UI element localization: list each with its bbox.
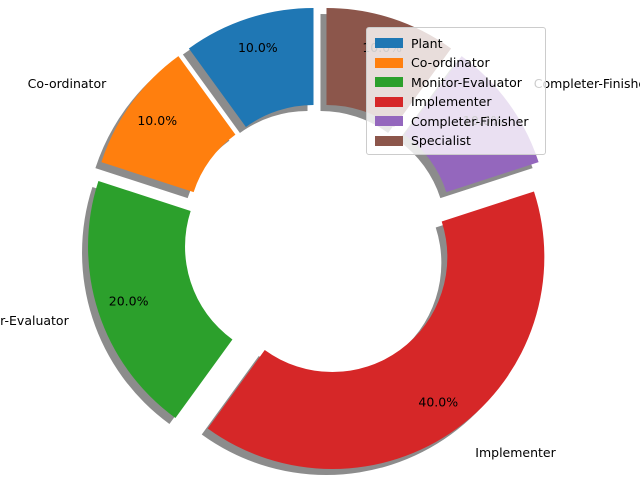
percent-label-co-ordinator: 10.0% xyxy=(137,113,177,128)
legend-label: Plant xyxy=(411,35,443,51)
legend-label: Co-ordinator xyxy=(411,55,490,70)
legend: Plant Co-ordinator Monitor-Evaluator Implem… xyxy=(366,27,546,155)
percent-label-implementer: 40.0% xyxy=(418,394,458,409)
legend-label: Completer-Finisher xyxy=(411,113,529,129)
legend-swatch xyxy=(375,96,403,107)
slice-plant xyxy=(188,8,314,127)
legend-swatch xyxy=(375,135,403,146)
percent-label-monitor-evaluator: 20.0% xyxy=(109,294,149,309)
percent-label-plant: 10.0% xyxy=(238,40,278,55)
legend-swatch xyxy=(375,77,403,87)
legend-item-monitor-evaluator: Monitor-Evaluator xyxy=(375,73,522,91)
legend-label: Implementer xyxy=(411,94,492,109)
legend-label: Specialist xyxy=(411,133,471,148)
category-label-implementer: Implementer xyxy=(475,445,556,460)
legend-item-plant: Plant xyxy=(375,34,443,52)
legend-item-co-ordinator: Co-ordinator xyxy=(375,54,490,72)
slice-co-ordinator xyxy=(101,56,236,193)
legend-swatch xyxy=(375,116,403,126)
category-label-monitor-evaluator: Monitor-Evaluator xyxy=(0,313,70,328)
legend-item-implementer: Implementer xyxy=(375,93,491,111)
category-label-completer-finisher: Completer-Finisher xyxy=(534,76,640,91)
category-label-co-ordinator: Co-ordinator xyxy=(28,76,107,91)
legend-item-specialist: Specialist xyxy=(375,132,471,150)
legend-swatch xyxy=(375,57,403,68)
slice-implementer xyxy=(207,191,545,469)
legend-label: Monitor-Evaluator xyxy=(411,74,522,90)
legend-swatch xyxy=(375,38,403,48)
legend-item-completer-finisher: Completer-Finisher xyxy=(375,112,529,130)
slice-monitor-evaluator xyxy=(88,180,233,419)
category-labels: PlantCo-ordinatorMonitor-EvaluatorImplem… xyxy=(0,76,640,460)
